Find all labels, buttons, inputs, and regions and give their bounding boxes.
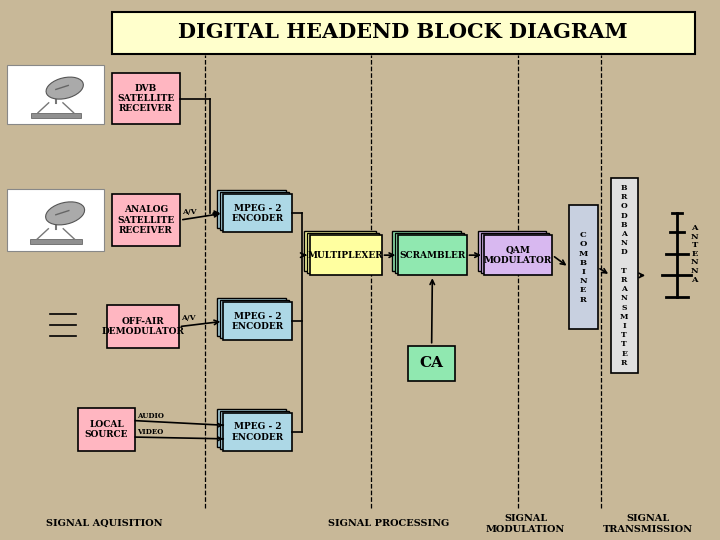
Text: QAM
MODULATOR: QAM MODULATOR xyxy=(484,246,552,265)
Text: A/V: A/V xyxy=(181,314,195,322)
FancyBboxPatch shape xyxy=(223,194,292,232)
FancyBboxPatch shape xyxy=(408,346,455,381)
FancyBboxPatch shape xyxy=(395,233,464,273)
Text: MULTIPLEXER: MULTIPLEXER xyxy=(307,251,384,260)
Text: C
O
M
B
I
N
E
R: C O M B I N E R xyxy=(579,231,588,303)
FancyBboxPatch shape xyxy=(7,65,104,124)
Text: VIDEO: VIDEO xyxy=(138,428,163,436)
FancyBboxPatch shape xyxy=(220,192,289,230)
Text: LOCAL
SOURCE: LOCAL SOURCE xyxy=(85,420,128,439)
FancyBboxPatch shape xyxy=(31,113,81,118)
Text: ANALOG
SATELLITE
RECEIVER: ANALOG SATELLITE RECEIVER xyxy=(117,205,174,235)
Text: B
R
O
D
B
A
N
D
 
T
R
A
N
S
M
I
T
T
E
R: B R O D B A N D T R A N S M I T T E R xyxy=(620,184,629,367)
FancyBboxPatch shape xyxy=(398,235,467,275)
Text: SIGNAL PROCESSING: SIGNAL PROCESSING xyxy=(328,519,449,528)
FancyBboxPatch shape xyxy=(392,231,461,271)
FancyBboxPatch shape xyxy=(478,231,546,271)
Text: A/V: A/V xyxy=(182,208,197,215)
Text: SCRAMBLER: SCRAMBLER xyxy=(399,251,466,260)
FancyBboxPatch shape xyxy=(78,408,135,451)
Text: A
N
T
E
N
N
A: A N T E N N A xyxy=(691,224,698,284)
Text: MPEG - 2
ENCODER: MPEG - 2 ENCODER xyxy=(231,204,284,223)
Text: SIGNAL AQUISITION: SIGNAL AQUISITION xyxy=(46,519,163,528)
FancyBboxPatch shape xyxy=(107,305,179,348)
FancyBboxPatch shape xyxy=(220,300,289,338)
FancyBboxPatch shape xyxy=(307,233,379,273)
Text: SIGNAL
TRANSMISSION: SIGNAL TRANSMISSION xyxy=(603,514,693,534)
FancyBboxPatch shape xyxy=(220,411,289,449)
Text: DIGITAL HEADEND BLOCK DIAGRAM: DIGITAL HEADEND BLOCK DIAGRAM xyxy=(179,22,628,43)
Text: MPEG - 2
ENCODER: MPEG - 2 ENCODER xyxy=(231,422,284,442)
FancyBboxPatch shape xyxy=(30,239,82,244)
Ellipse shape xyxy=(46,77,84,99)
Text: DVB
SATELLITE
RECEIVER: DVB SATELLITE RECEIVER xyxy=(117,84,174,113)
Text: OFF-AIR
DEMODULATOR: OFF-AIR DEMODULATOR xyxy=(101,317,184,336)
FancyBboxPatch shape xyxy=(112,194,180,246)
FancyBboxPatch shape xyxy=(112,12,695,54)
Text: CA: CA xyxy=(420,356,444,370)
FancyBboxPatch shape xyxy=(223,302,292,340)
FancyBboxPatch shape xyxy=(310,235,382,275)
Text: MPEG - 2
ENCODER: MPEG - 2 ENCODER xyxy=(231,312,284,331)
FancyBboxPatch shape xyxy=(217,190,286,228)
Text: SIGNAL
MODULATION: SIGNAL MODULATION xyxy=(486,514,565,534)
FancyBboxPatch shape xyxy=(217,298,286,336)
Ellipse shape xyxy=(45,202,85,225)
FancyBboxPatch shape xyxy=(223,413,292,451)
FancyBboxPatch shape xyxy=(481,233,549,273)
FancyBboxPatch shape xyxy=(569,205,598,329)
FancyBboxPatch shape xyxy=(484,235,552,275)
FancyBboxPatch shape xyxy=(304,231,376,271)
FancyBboxPatch shape xyxy=(217,409,286,447)
Text: AUDIO: AUDIO xyxy=(138,412,164,420)
FancyBboxPatch shape xyxy=(611,178,638,373)
FancyBboxPatch shape xyxy=(112,73,180,124)
FancyBboxPatch shape xyxy=(7,189,104,251)
